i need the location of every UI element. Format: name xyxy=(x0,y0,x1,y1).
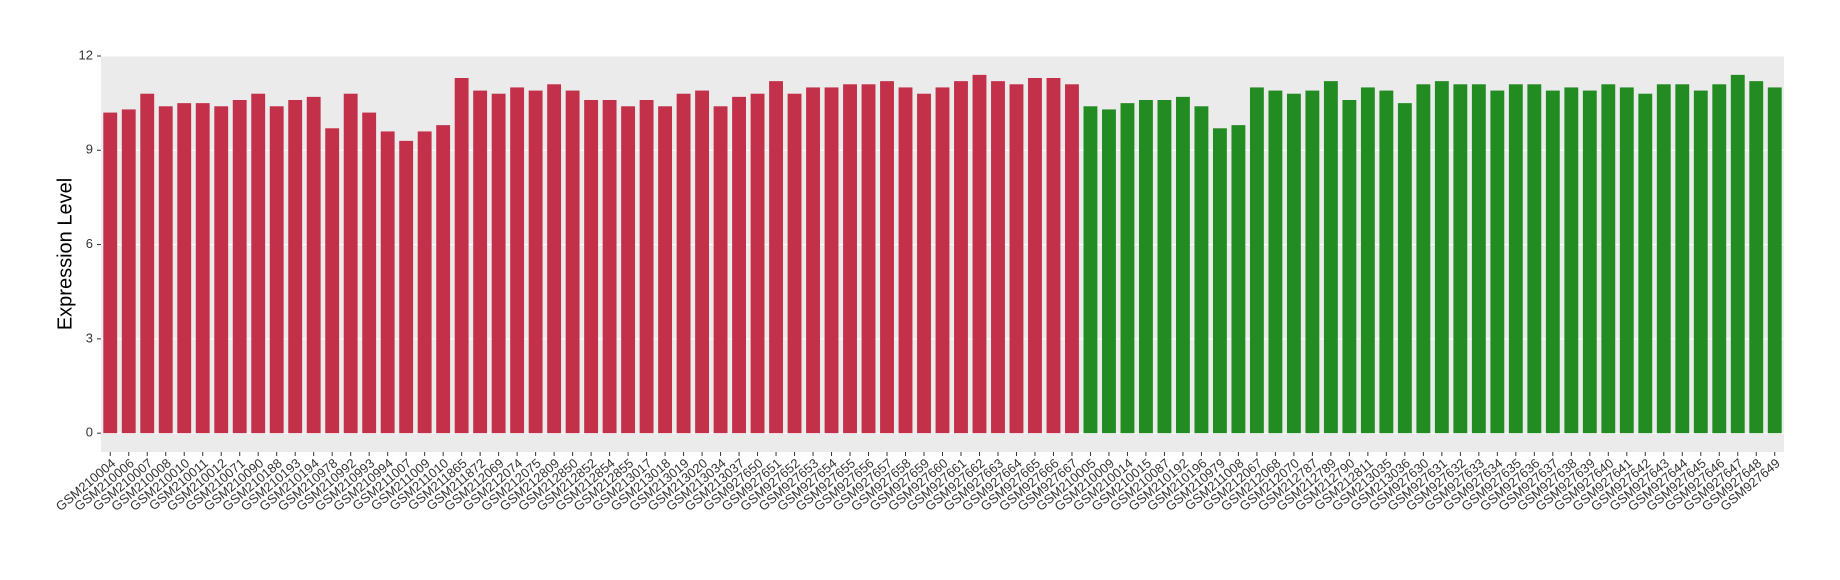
y-tick-label: 0 xyxy=(86,425,93,440)
bar xyxy=(306,96,321,434)
bar xyxy=(806,87,820,434)
bar xyxy=(380,131,395,434)
bar xyxy=(1508,84,1523,434)
bar xyxy=(1656,84,1671,434)
bar xyxy=(1028,78,1042,434)
bar xyxy=(1305,90,1320,434)
bar xyxy=(1083,106,1098,434)
bar xyxy=(1102,109,1116,434)
bar xyxy=(1175,96,1190,434)
y-tick-label: 9 xyxy=(86,142,93,157)
bar xyxy=(510,87,525,434)
bar xyxy=(639,100,654,434)
bar xyxy=(1453,84,1468,434)
bar xyxy=(991,81,1005,434)
bar xyxy=(1139,100,1153,434)
bar xyxy=(528,90,543,434)
bar xyxy=(843,84,857,434)
y-tick-label: 6 xyxy=(86,236,93,251)
bar xyxy=(1693,90,1708,434)
bar xyxy=(1490,90,1505,434)
bar xyxy=(214,106,229,434)
y-tick-label: 3 xyxy=(86,330,93,345)
bar xyxy=(565,90,580,434)
y-axis-title: Expression Level xyxy=(54,178,76,330)
bar xyxy=(917,93,931,434)
bar xyxy=(676,93,691,434)
bar xyxy=(935,87,950,434)
bar xyxy=(1212,128,1227,434)
bar xyxy=(140,93,155,434)
bar xyxy=(1286,93,1301,434)
bar xyxy=(232,100,247,434)
bar xyxy=(898,87,913,434)
bar xyxy=(325,128,340,434)
bar xyxy=(1323,81,1338,434)
bar xyxy=(1564,87,1579,434)
bar xyxy=(602,100,617,434)
bar xyxy=(1157,100,1172,434)
bar xyxy=(1065,84,1079,434)
bar xyxy=(491,93,506,434)
bar xyxy=(1527,84,1542,434)
bar xyxy=(621,106,636,434)
bar xyxy=(269,106,284,434)
bar xyxy=(1231,125,1246,434)
bar xyxy=(954,81,968,434)
bar xyxy=(436,125,451,434)
bar xyxy=(1268,90,1283,434)
bar xyxy=(343,93,358,434)
bar xyxy=(824,87,839,434)
bar xyxy=(1194,106,1209,434)
bar xyxy=(547,84,562,434)
y-tick-label: 12 xyxy=(79,47,93,62)
bar xyxy=(195,103,210,434)
bar xyxy=(1471,84,1486,434)
bar xyxy=(121,109,136,434)
bar xyxy=(972,74,987,434)
bar xyxy=(1342,100,1357,434)
bar xyxy=(787,93,802,434)
bar xyxy=(1675,84,1690,434)
bar xyxy=(177,103,192,434)
bar xyxy=(103,112,118,434)
bar xyxy=(1601,84,1616,434)
bar xyxy=(1582,90,1597,434)
bar xyxy=(658,106,673,434)
bar xyxy=(695,90,710,434)
bar xyxy=(880,81,894,434)
bar xyxy=(1545,90,1560,434)
bar xyxy=(1360,87,1375,434)
bar xyxy=(713,106,728,434)
bar xyxy=(769,81,783,434)
bar xyxy=(1379,90,1394,434)
bar xyxy=(454,78,469,434)
bar xyxy=(861,84,876,434)
bar xyxy=(362,112,377,434)
bar xyxy=(1009,84,1024,434)
bar xyxy=(1767,87,1782,434)
bar xyxy=(1046,78,1061,434)
bar xyxy=(1712,84,1727,434)
bar xyxy=(732,96,746,434)
bar xyxy=(251,93,266,434)
bar xyxy=(399,140,414,434)
bar xyxy=(1416,84,1431,434)
bar xyxy=(1619,87,1634,434)
bar xyxy=(1249,87,1264,434)
bar xyxy=(1434,81,1449,434)
bar xyxy=(1120,103,1135,434)
bar xyxy=(750,93,765,434)
bar xyxy=(158,106,173,434)
bar xyxy=(473,90,488,434)
bar xyxy=(417,131,432,434)
bar xyxy=(1749,81,1764,434)
bar xyxy=(1638,93,1653,434)
bar xyxy=(584,100,599,434)
bar xyxy=(1730,74,1745,434)
bar xyxy=(288,100,303,434)
bar xyxy=(1397,103,1412,434)
